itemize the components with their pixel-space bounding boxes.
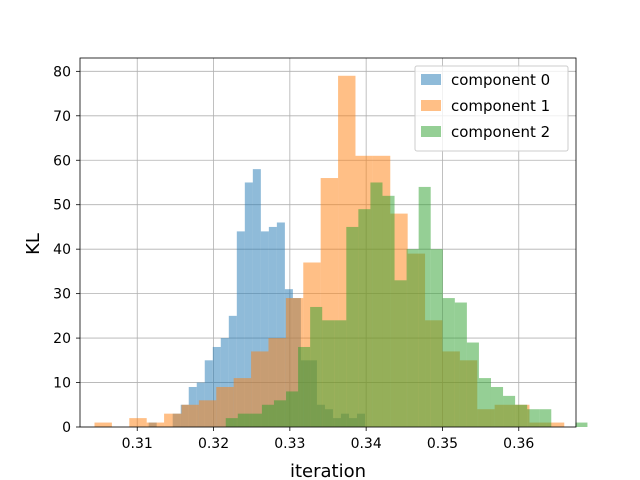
y-tick-label: 30: [53, 287, 71, 303]
histogram-bar: [322, 320, 335, 427]
histogram-bar: [478, 378, 491, 427]
histogram-bar: [204, 360, 213, 427]
histogram-bar: [146, 422, 165, 427]
histogram-bar: [546, 422, 565, 427]
histogram-bar: [503, 395, 516, 427]
histogram-bar: [276, 222, 285, 427]
legend-label: component 1: [451, 97, 550, 115]
histogram-bar: [268, 226, 277, 427]
histogram-bar: [236, 231, 245, 427]
legend-box: [414, 65, 569, 152]
y-tick-label: 80: [53, 64, 71, 80]
histogram-bar: [515, 404, 528, 427]
histogram-bar: [382, 195, 395, 427]
y-tick-label: 20: [53, 331, 71, 347]
histogram-bar: [225, 418, 238, 427]
histogram-bar: [454, 302, 467, 427]
histogram-bar: [244, 182, 253, 427]
histogram-bar: [286, 391, 299, 427]
histogram-bar: [334, 320, 347, 427]
histogram-bar: [273, 400, 287, 427]
x-tick-label: 0.35: [427, 436, 458, 452]
histogram-bars: [94, 75, 588, 427]
histogram-bar: [237, 413, 250, 427]
histogram-bar: [260, 231, 269, 427]
y-axis-label: KL: [23, 233, 44, 255]
histogram-bar: [442, 298, 455, 427]
histogram-bar: [261, 404, 274, 427]
histogram-bar: [406, 249, 419, 427]
y-tick-label: 70: [53, 109, 71, 125]
y-tick-label: 40: [53, 242, 71, 258]
x-tick-label: 0.33: [274, 436, 305, 452]
histogram-bar: [346, 226, 359, 427]
y-tick-label: 0: [62, 420, 71, 436]
x-tick-label: 0.32: [198, 436, 229, 452]
y-axis-ticks: 0 10 20 30 40 50 60 70 80: [53, 64, 80, 436]
histogram-bar: [539, 409, 552, 427]
histogram-bar: [216, 386, 234, 427]
x-tick-label: 0.31: [122, 436, 153, 452]
histogram-bar: [358, 209, 371, 427]
histogram-bar: [490, 386, 504, 427]
histogram-bar: [220, 338, 229, 427]
histogram-bar: [298, 346, 311, 427]
histogram-bar: [228, 315, 237, 427]
y-tick-label: 60: [53, 153, 71, 169]
histogram-bar: [164, 413, 182, 427]
legend-swatch: [421, 74, 441, 85]
x-axis-ticks: 0.31 0.32 0.33 0.34 0.35 0.36: [122, 427, 534, 452]
series-2-bars: [225, 182, 588, 427]
histogram-bar: [430, 249, 443, 427]
legend-label: component 2: [451, 123, 550, 141]
legend-swatch: [421, 126, 441, 137]
histogram-bar: [575, 422, 588, 427]
histogram-bar: [198, 400, 217, 427]
x-tick-label: 0.34: [351, 436, 382, 452]
histogram-bar: [310, 306, 323, 427]
x-axis-label: iteration: [290, 461, 366, 480]
axes-frame: [79, 57, 577, 428]
histogram-bar: [527, 409, 540, 427]
histogram-bar: [181, 404, 199, 427]
histogram-bar: [466, 342, 479, 427]
y-tick-label: 10: [53, 376, 71, 392]
histogram-bar: [94, 422, 112, 427]
histogram-bar: [252, 169, 261, 427]
x-tick-label: 0.36: [503, 436, 534, 452]
histogram-bar: [370, 182, 383, 427]
histogram-bar: [418, 186, 431, 427]
histogram-bar: [249, 413, 262, 427]
histogram-bar: [394, 280, 407, 427]
legend-label: component 0: [451, 71, 550, 89]
legend: component 0 component 1 component 2: [414, 65, 569, 152]
y-tick-label: 50: [53, 198, 71, 214]
histogram-bar: [129, 418, 147, 427]
legend-swatch: [421, 100, 441, 111]
